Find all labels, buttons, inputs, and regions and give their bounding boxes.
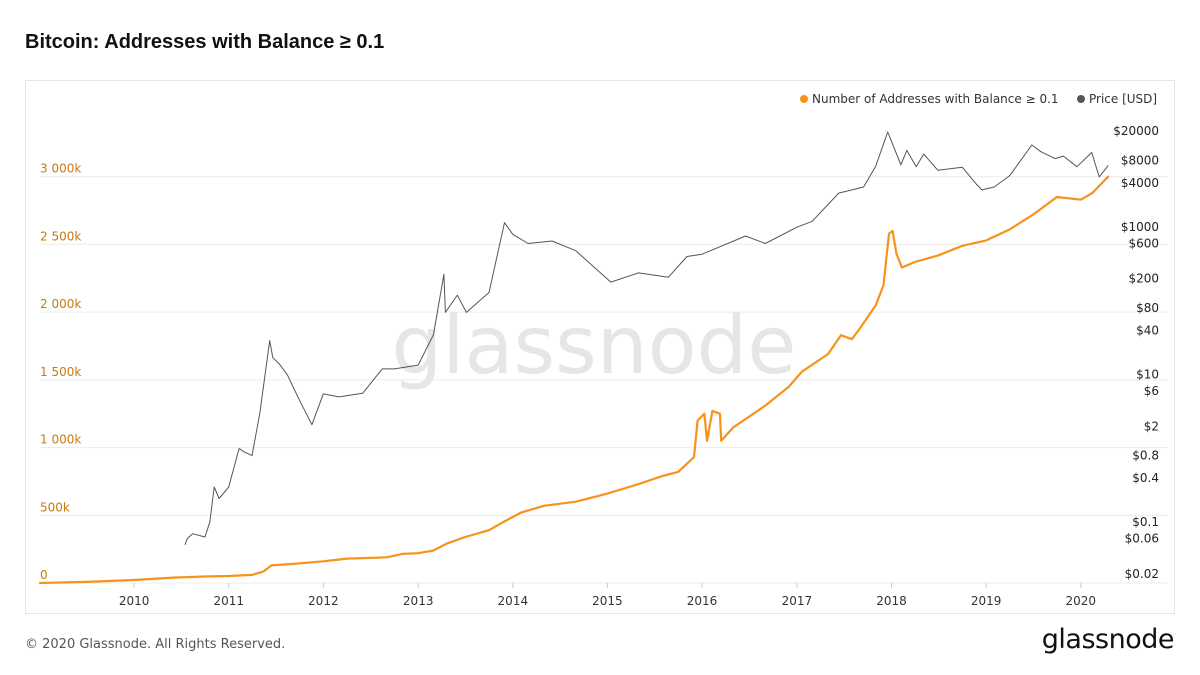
legend-label-addresses: Number of Addresses with Balance ≥ 0.1 <box>812 92 1059 106</box>
y-right-tick-label: $20000 <box>1113 124 1159 138</box>
x-tick-label: 2018 <box>876 594 907 608</box>
addresses-series-line <box>38 175 1110 585</box>
y-left-tick-label: 1 000k <box>40 433 81 447</box>
y-right-tick-label: $0.02 <box>1125 567 1159 581</box>
y-right-tick-label: $0.06 <box>1125 532 1159 546</box>
copyright-notice: © 2020 Glassnode. All Rights Reserved. <box>25 637 286 652</box>
y-right-tick-label: $600 <box>1128 237 1159 251</box>
x-tick-label: 2017 <box>782 594 813 608</box>
y-right-tick-label: $200 <box>1128 272 1159 286</box>
y-left-tick-label: 1 500k <box>40 365 81 379</box>
y-left-tick-label: 2 000k <box>40 297 81 311</box>
y-right-tick-label: $6 <box>1144 384 1159 398</box>
y-left-tick-label: 500k <box>40 500 70 514</box>
y-left-tick-label: 0 <box>40 568 48 582</box>
chart-panel: glassnode 2010 2011 2012 2013 2014 2015 2016 201… <box>25 80 1175 614</box>
watermark: glassnode <box>391 299 796 392</box>
x-tick-label: 2010 <box>119 594 150 608</box>
y-right-tick-label: $10 <box>1136 368 1159 382</box>
chart: glassnode 2010 2011 2012 2013 2014 2015 2016 201… <box>38 92 1168 608</box>
legend-marker-addresses <box>800 95 808 103</box>
x-tick-label: 2015 <box>592 594 623 608</box>
legend-marker-price <box>1077 95 1085 103</box>
y-right-tick-label: $40 <box>1136 323 1159 337</box>
y-right-tick-label: $80 <box>1136 301 1159 315</box>
y-right-tick-label: $0.1 <box>1132 515 1159 529</box>
page-title: Bitcoin: Addresses with Balance ≥ 0.1 <box>25 31 385 53</box>
y-right-tick-label: $8000 <box>1121 154 1159 168</box>
y-right-tick-label: $0.4 <box>1132 471 1159 485</box>
x-tick-label: 2012 <box>308 594 339 608</box>
legend-label-price: Price [USD] <box>1089 92 1157 106</box>
x-tick-label: 2013 <box>403 594 434 608</box>
x-tick-label: 2011 <box>213 594 244 608</box>
y-right-tick-label: $4000 <box>1121 176 1159 190</box>
x-tick-label: 2020 <box>1066 594 1097 608</box>
y-right-tick-label: $1000 <box>1121 220 1159 234</box>
x-tick-label: 2016 <box>687 594 718 608</box>
y-right-tick-label: $0.8 <box>1132 449 1159 463</box>
price-series-line <box>184 131 1109 545</box>
y-left-tick-label: 2 500k <box>40 229 81 243</box>
y-left-tick-label: 3 000k <box>40 162 81 176</box>
y-right-tick-label: $2 <box>1144 419 1159 433</box>
x-tick-label: 2014 <box>498 594 529 608</box>
x-tick-label: 2019 <box>971 594 1002 608</box>
glassnode-logo[interactable]: glassnode <box>1041 624 1175 655</box>
